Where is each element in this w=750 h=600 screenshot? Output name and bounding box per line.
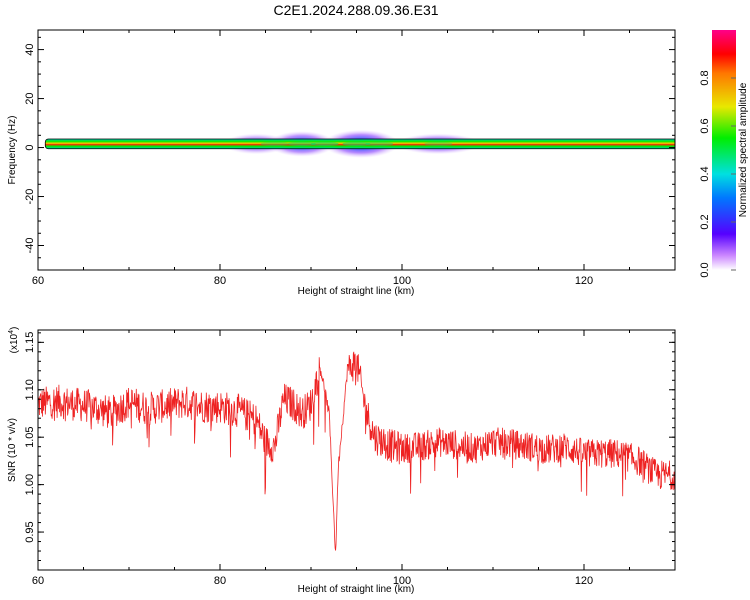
band-bright-spot — [365, 141, 394, 147]
x-tick-label: 60 — [32, 275, 44, 287]
x-tick-label: 100 — [393, 275, 411, 287]
snr-axes: 60 80 100 120 1.15 1.10 1.05 1.00 0.95 — [24, 330, 676, 587]
colorbar: 0.0 0.2 0.4 0.6 0.8 Normalized spectral ampl… — [699, 30, 749, 278]
colorbar-tick-label: 0.8 — [699, 70, 711, 85]
band-bright-spot — [342, 141, 371, 147]
y-tick-label: 0 — [24, 144, 36, 150]
colorbar-tick-label: 0.0 — [699, 262, 711, 277]
snr-scale-suffix: ) — [9, 327, 20, 330]
colorbar-ticks: 0.0 0.2 0.4 0.6 0.8 — [699, 70, 736, 278]
y-tick-label: -20 — [24, 189, 36, 205]
snr-x-axis-label: Height of straight line (km) — [298, 584, 415, 595]
colorbar-tick-label: 0.6 — [699, 118, 711, 133]
colorbar-tick-label: 0.2 — [699, 214, 711, 229]
x-tick-label: 100 — [393, 575, 411, 587]
snr-scale-label: (x104) — [8, 327, 20, 354]
y-tick-label: -40 — [24, 238, 36, 254]
snr-plot-area — [38, 351, 675, 556]
snr-panel: 60 80 100 120 1.15 1.10 1.05 1.00 0.95 Height of… — [7, 327, 676, 595]
snr-y-axis-label: SNR (10 * v/v) — [7, 418, 18, 482]
x-tick-label: 120 — [575, 575, 593, 587]
band-bright-spot — [310, 141, 339, 147]
y-tick-label: 0.95 — [24, 521, 36, 542]
x-tick-label: 120 — [575, 275, 593, 287]
x-tick-label: 60 — [32, 575, 44, 587]
snr-series-line — [38, 351, 675, 551]
colorbar-gradient — [712, 30, 736, 270]
y-tick-label: 20 — [24, 92, 36, 104]
colorbar-tick-label: 0.4 — [699, 166, 711, 181]
spectrogram-panel: 60 80 100 120 40 20 0 -20 -40 Height of straight… — [7, 29, 676, 297]
chart-title: C2E1.2024.288.09.36.E31 — [273, 2, 438, 18]
y-tick-label: 1.15 — [24, 332, 36, 353]
x-tick-label: 80 — [214, 275, 226, 287]
snr-scale-prefix: (x10 — [9, 333, 20, 353]
spectrogram-axes: 60 80 100 120 40 20 0 -20 -40 — [24, 30, 676, 287]
y-tick-label: 40 — [24, 43, 36, 55]
band-bright-spot — [287, 141, 316, 147]
colorbar-label: Normalized spectral amplitude — [738, 82, 749, 217]
snr-scale-exponent: 4 — [8, 330, 15, 334]
y-tick-label: 1.10 — [24, 379, 36, 400]
spectrogram-x-axis-label: Height of straight line (km) — [298, 286, 415, 297]
spectrogram-y-axis-label: Frequency (Hz) — [7, 116, 18, 185]
y-tick-label: 1.05 — [24, 426, 36, 447]
band-bright-spot — [424, 141, 453, 147]
x-tick-label: 80 — [214, 575, 226, 587]
spectrogram-plot-area — [44, 129, 675, 158]
band-bright-spot — [260, 141, 289, 147]
y-tick-label: 1.00 — [24, 474, 36, 495]
